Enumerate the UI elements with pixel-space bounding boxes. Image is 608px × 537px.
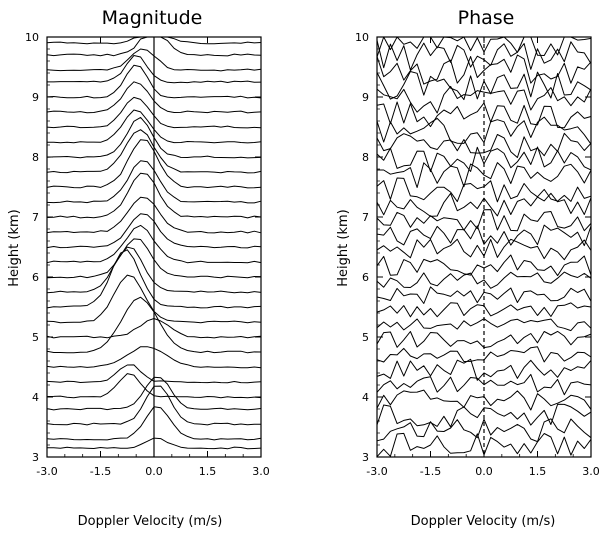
phase-trace [376,271,592,289]
magnitude-y-tick-label: 5 [32,331,39,344]
magnitude-x-tick-label: -1.5 [90,465,111,478]
phase-trace [376,224,592,247]
magnitude-title: Magnitude [102,7,203,29]
phase-traces [376,36,592,458]
phase-plot-frame [376,36,592,458]
magnitude-y-tick-label: 7 [32,211,39,224]
phase-y-tick-label: 7 [362,211,369,224]
phase-trace [376,85,592,114]
phase-trace [376,418,592,443]
magnitude-x-axis-label: Doppler Velocity (m/s) [78,514,223,529]
phase-x-tick-labels: -3.0 -1.5 0.0 1.5 3.0 [366,37,600,478]
phase-y-tick-label: 3 [362,451,369,464]
phase-trace [376,209,592,232]
magnitude-y-tick-label: 9 [32,91,39,104]
magnitude-x-tick-label: 3.0 [252,465,270,478]
phase-trace [376,403,592,428]
magnitude-x-tick-label: -3.0 [36,465,57,478]
phase-y-tick-label: 6 [362,271,369,284]
phase-trace [376,358,592,381]
magnitude-y-tick-label: 3 [32,451,39,464]
phase-trace [376,373,592,396]
magnitude-y-tick-label: 6 [32,271,39,284]
phase-y-tick-label: 10 [355,31,369,44]
magnitude-y-axis-label: Height (km) [7,209,22,286]
magnitude-traces [46,36,262,457]
phase-x-tick-label: 0.0 [475,465,493,478]
phase-x-tick-label: 3.0 [582,465,600,478]
phase-title: Phase [458,7,515,29]
phase-y-tick-label: 8 [362,151,369,164]
phase-trace [377,162,592,188]
magnitude-panel: Magnitude Doppler Velocity (m/s) Height … [7,7,270,529]
phase-y-tick-label: 5 [362,331,369,344]
magnitude-y-tick-label: 8 [32,151,39,164]
phase-x-axis-label: Doppler Velocity (m/s) [411,514,556,529]
phase-trace [376,389,592,411]
magnitude-x-tick-label: 0.0 [145,465,163,478]
phase-x-tick-label: 1.5 [529,465,547,478]
magnitude-y-tick-label: 10 [25,31,39,44]
phase-trace [376,254,592,277]
phase-panel: Phase Doppler Velocity (m/s) Height (km)… [336,7,600,529]
phase-y-axis-label: Height (km) [336,209,351,286]
phase-trace [376,54,592,85]
magnitude-x-tick-labels: -3.0 -1.5 0.0 1.5 3.0 [36,37,270,478]
phase-y-tick-label: 4 [362,391,369,404]
magnitude-x-tick-label: 1.5 [199,465,217,478]
phase-y-tick-label: 9 [362,91,369,104]
phase-x-tick-label: -3.0 [366,465,387,478]
magnitude-plot-frame [46,36,262,458]
phase-x-tick-label: -1.5 [420,465,441,478]
magnitude-y-tick-label: 4 [32,391,39,404]
phase-trace [376,432,592,458]
